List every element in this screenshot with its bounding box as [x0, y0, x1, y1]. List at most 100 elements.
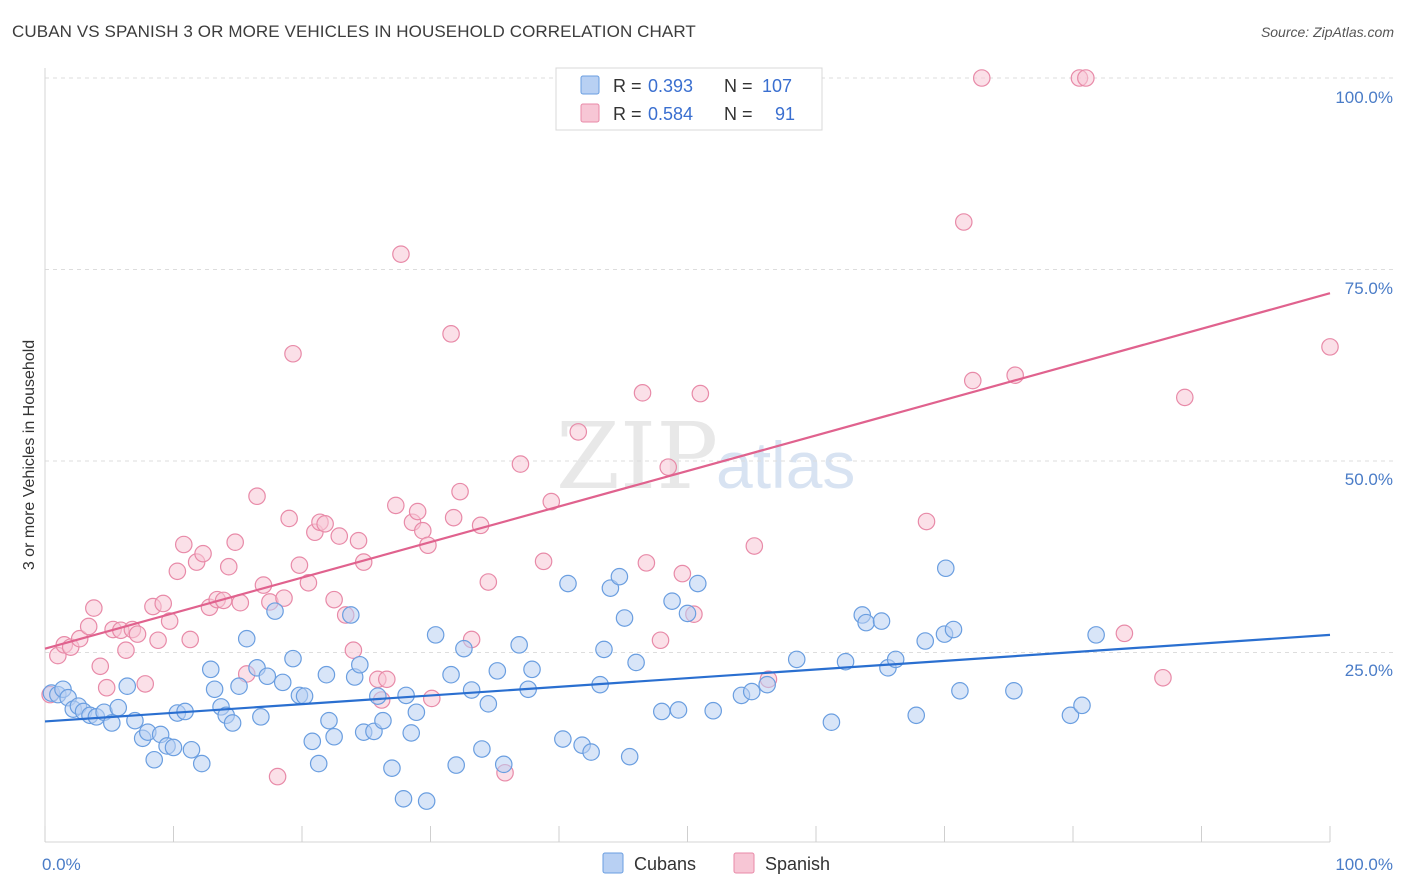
spanish-point-76 — [691, 384, 710, 403]
watermark-atlas: atlas — [716, 428, 855, 502]
cubans-point-78 — [620, 747, 639, 766]
spanish-point-70 — [633, 384, 652, 402]
cubans-point-12 — [118, 677, 137, 696]
cubans-point-30 — [237, 629, 256, 648]
cubans-point-103 — [1005, 681, 1023, 700]
legend-n-value-spanish: 91 — [775, 104, 795, 124]
spanish-point-87 — [1115, 624, 1134, 643]
cubans-trend-line — [44, 633, 1331, 723]
cubans-point-36 — [284, 649, 302, 668]
cubans-point-77 — [615, 609, 634, 627]
spanish-point-31 — [248, 487, 266, 506]
bottom-legend-label-cubans: Cubans — [634, 854, 696, 874]
bottom-legend-swatch-spanish — [733, 852, 755, 874]
spanish-point-5 — [79, 617, 98, 636]
spanish-point-39 — [299, 573, 318, 592]
cubans-point-87 — [742, 682, 761, 701]
cubans-point-91 — [836, 652, 855, 671]
spanish-point-60 — [444, 508, 463, 527]
y-tick-labels: 25.0% 50.0% 75.0% 100.0% — [1335, 88, 1393, 680]
spanish-point-56 — [413, 521, 432, 540]
x-tick-label-0: 0.0% — [42, 855, 81, 874]
spanish-point-69 — [569, 423, 588, 441]
cubans-point-23 — [192, 754, 211, 773]
spanish-point-18 — [160, 612, 179, 630]
spanish-point-27 — [219, 557, 238, 576]
legend: R = 0.393 N = 107 R = 0.584 N = 91 — [555, 67, 823, 131]
x-tick-label-100: 100.0% — [1335, 855, 1393, 874]
cubans-points — [42, 559, 1105, 810]
spanish-point-80 — [917, 512, 936, 531]
spanish-point-7 — [91, 657, 110, 676]
cubans-point-38 — [295, 687, 314, 705]
cubans-point-54 — [402, 724, 421, 742]
cubans-point-82 — [669, 701, 688, 719]
legend-swatch-cubans — [580, 75, 600, 95]
spanish-point-55 — [408, 502, 427, 521]
cubans-point-51 — [383, 759, 401, 777]
spanish-point-73 — [659, 458, 678, 476]
legend-swatch-spanish — [580, 103, 600, 123]
cubans-point-44 — [342, 606, 360, 624]
cubans-point-74 — [595, 640, 613, 659]
spanish-point-21 — [181, 630, 200, 649]
cubans-point-72 — [582, 743, 600, 761]
cubans-point-61 — [462, 681, 481, 699]
spanish-point-35 — [275, 589, 293, 607]
cubans-point-42 — [320, 711, 338, 730]
cubans-point-88 — [758, 675, 776, 694]
spanish-point-88 — [1154, 668, 1172, 687]
spanish-point-59 — [442, 325, 460, 343]
cubans-point-35 — [273, 673, 292, 692]
spanish-point-20 — [174, 535, 193, 554]
cubans-point-90 — [822, 713, 841, 732]
cubans-point-106 — [1087, 626, 1105, 644]
x-ticks — [44, 826, 1331, 842]
spanish-trend-line — [44, 292, 1331, 650]
y-tick-label-100: 100.0% — [1335, 88, 1393, 107]
cubans-point-49 — [369, 687, 387, 705]
cubans-point-58 — [442, 665, 460, 684]
legend-r-value-cubans: 0.393 — [648, 76, 693, 96]
spanish-point-23 — [194, 544, 212, 563]
spanish-point-13 — [128, 625, 147, 643]
cubans-point-53 — [397, 686, 415, 705]
spanish-point-86 — [1077, 69, 1095, 87]
cubans-point-100 — [936, 559, 955, 578]
cubans-point-62 — [473, 740, 491, 758]
legend-n-label-spanish: N = — [724, 104, 753, 124]
spanish-point-43 — [325, 590, 343, 609]
cubans-point-28 — [223, 714, 242, 732]
cubans-point-69 — [554, 730, 572, 748]
cubans-point-89 — [787, 650, 806, 669]
spanish-point-11 — [117, 641, 135, 660]
cubans-point-68 — [523, 660, 541, 679]
cubans-point-39 — [303, 732, 322, 751]
cubans-point-29 — [230, 677, 248, 696]
spanish-point-77 — [745, 537, 764, 555]
cubans-point-19 — [164, 738, 183, 757]
cubans-point-25 — [205, 680, 224, 699]
cubans-point-22 — [182, 740, 201, 759]
spanish-point-64 — [479, 573, 498, 591]
cubans-point-76 — [610, 567, 629, 586]
chart-title: CUBAN VS SPANISH 3 OR MORE VEHICLES IN H… — [12, 22, 696, 41]
spanish-point-36 — [280, 509, 298, 528]
cubans-point-81 — [663, 592, 681, 610]
spanish-point-61 — [451, 482, 469, 501]
cubans-point-63 — [479, 695, 498, 713]
cubans-point-50 — [374, 711, 392, 730]
spanish-point-82 — [963, 371, 982, 390]
spanish-point-52 — [387, 496, 405, 515]
bottom-legend: Cubans Spanish — [602, 852, 830, 874]
cubans-point-46 — [351, 655, 369, 674]
spanish-point-72 — [651, 631, 670, 650]
bottom-legend-label-spanish: Spanish — [765, 854, 830, 874]
y-tick-label-50: 50.0% — [1345, 470, 1393, 489]
cubans-point-55 — [407, 703, 426, 722]
spanish-point-14 — [136, 675, 155, 693]
y-axis-title: 3 or more Vehicles in Household — [21, 340, 38, 570]
cubans-point-34 — [266, 602, 284, 620]
spanish-point-74 — [673, 564, 692, 583]
